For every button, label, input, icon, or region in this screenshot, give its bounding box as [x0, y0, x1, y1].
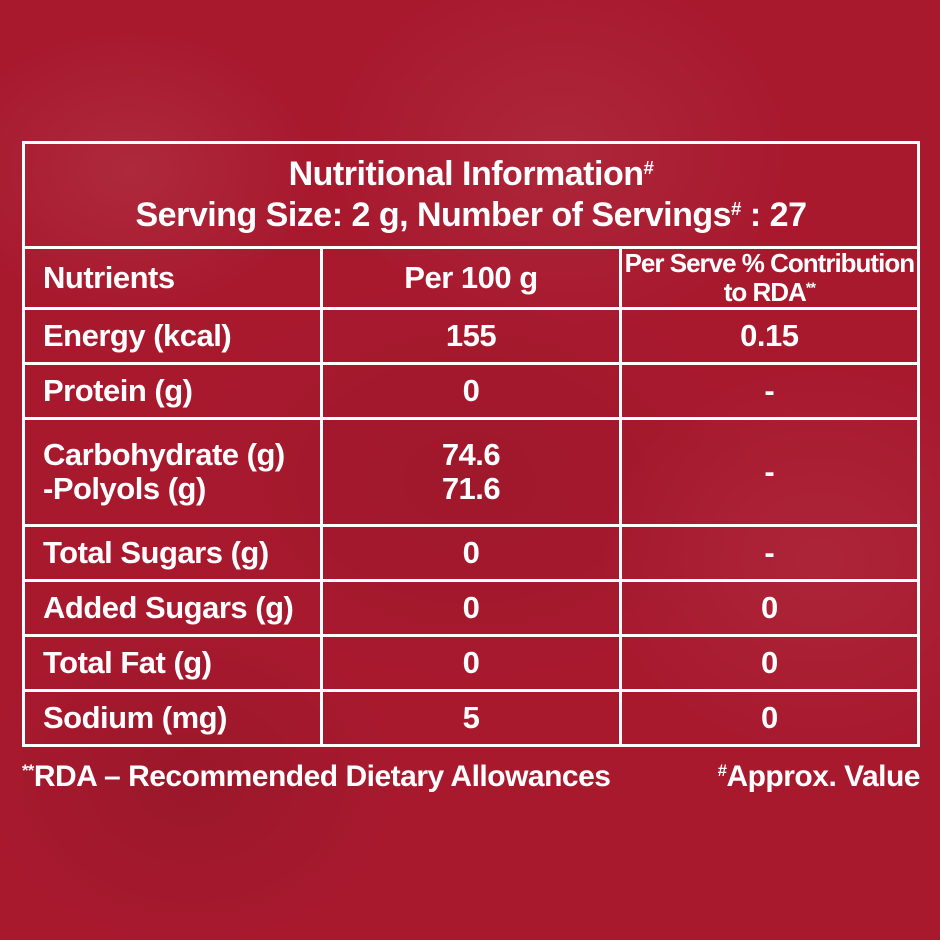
nutrient-name: Sodium (mg) — [21, 689, 324, 748]
nutrient-name: Carbohydrate (g) -Polyols (g) — [21, 417, 324, 528]
title-row: Nutritional Information# Serving Size: 2… — [22, 141, 920, 249]
per100-value: 0 — [320, 634, 622, 693]
approx-footnote-text: Approx. Value — [726, 760, 920, 793]
table-title: Nutritional Information# — [25, 154, 917, 195]
per100-value: 0 — [320, 362, 622, 421]
per100-value: 155 — [320, 307, 622, 366]
table-row: Total Fat (g) 0 0 — [21, 634, 921, 693]
rda-value: 0 — [618, 689, 921, 748]
rda-value: 0 — [618, 579, 921, 638]
header-row: Nutrients Per 100 g Per Serve % Contribu… — [21, 245, 921, 311]
nutrient-name: Total Sugars (g) — [21, 524, 324, 583]
header-per100: Per 100 g — [320, 245, 622, 311]
per100-sub: 71.6 — [441, 471, 501, 507]
approx-marker: # — [643, 156, 654, 178]
servings-count: : 27 — [740, 196, 807, 234]
per100-value: 0 — [320, 579, 622, 638]
table-row: Protein (g) 0 - — [21, 362, 921, 421]
header-rda: Per Serve % Contribution to RDA** — [618, 245, 921, 311]
nutrition-panel: Nutritional Information# Serving Size: 2… — [21, 141, 921, 748]
approx-marker: # — [731, 197, 741, 219]
nutrient-sub: -Polyols (g) — [43, 471, 206, 507]
nutrient-name: Protein (g) — [21, 362, 324, 421]
rda-footnote: **RDA – Recommended Dietary Allowances — [22, 760, 611, 794]
table-row: Sodium (mg) 5 0 — [21, 689, 921, 748]
footnotes: **RDA – Recommended Dietary Allowances #… — [22, 760, 920, 794]
title-cell: Nutritional Information# Serving Size: 2… — [22, 141, 920, 249]
nutrient-name: Added Sugars (g) — [21, 579, 324, 638]
rda-value: 0 — [618, 634, 921, 693]
nutrient-main: Carbohydrate (g) — [43, 436, 285, 472]
header-rda-text: Per Serve % Contribution to RDA — [624, 248, 915, 308]
table-row: Carbohydrate (g) -Polyols (g) 74.6 71.6 … — [21, 417, 921, 528]
table-row: Energy (kcal) 155 0.15 — [21, 307, 921, 366]
nutrient-name: Total Fat (g) — [21, 634, 324, 693]
serving-text: Serving Size: 2 g, Number of Servings — [135, 196, 732, 234]
nutrition-table: Nutritional Information# Serving Size: 2… — [21, 141, 921, 748]
rda-value: - — [618, 362, 921, 421]
per100-value: 0 — [320, 524, 622, 583]
table-row: Added Sugars (g) 0 0 — [21, 579, 921, 638]
per100-value: 5 — [320, 689, 622, 748]
rda-value: - — [618, 524, 921, 583]
approx-footnote: #Approx. Value — [717, 760, 921, 794]
serving-info: Serving Size: 2 g, Number of Servings# :… — [25, 195, 917, 236]
rda-marker: ** — [805, 280, 816, 297]
title-text: Nutritional Information — [288, 155, 644, 194]
approx-marker: # — [717, 762, 727, 781]
rda-footnote-text: RDA – Recommended Dietary Allowances — [33, 760, 611, 793]
per100-value: 74.6 71.6 — [320, 417, 622, 528]
nutrient-name: Energy (kcal) — [21, 307, 324, 366]
table-row: Total Sugars (g) 0 - — [21, 524, 921, 583]
per100-main: 74.6 — [441, 436, 501, 472]
rda-value: 0.15 — [618, 307, 921, 366]
rda-value: - — [618, 417, 921, 528]
header-nutrients: Nutrients — [21, 245, 324, 311]
rda-marker: ** — [22, 762, 34, 781]
